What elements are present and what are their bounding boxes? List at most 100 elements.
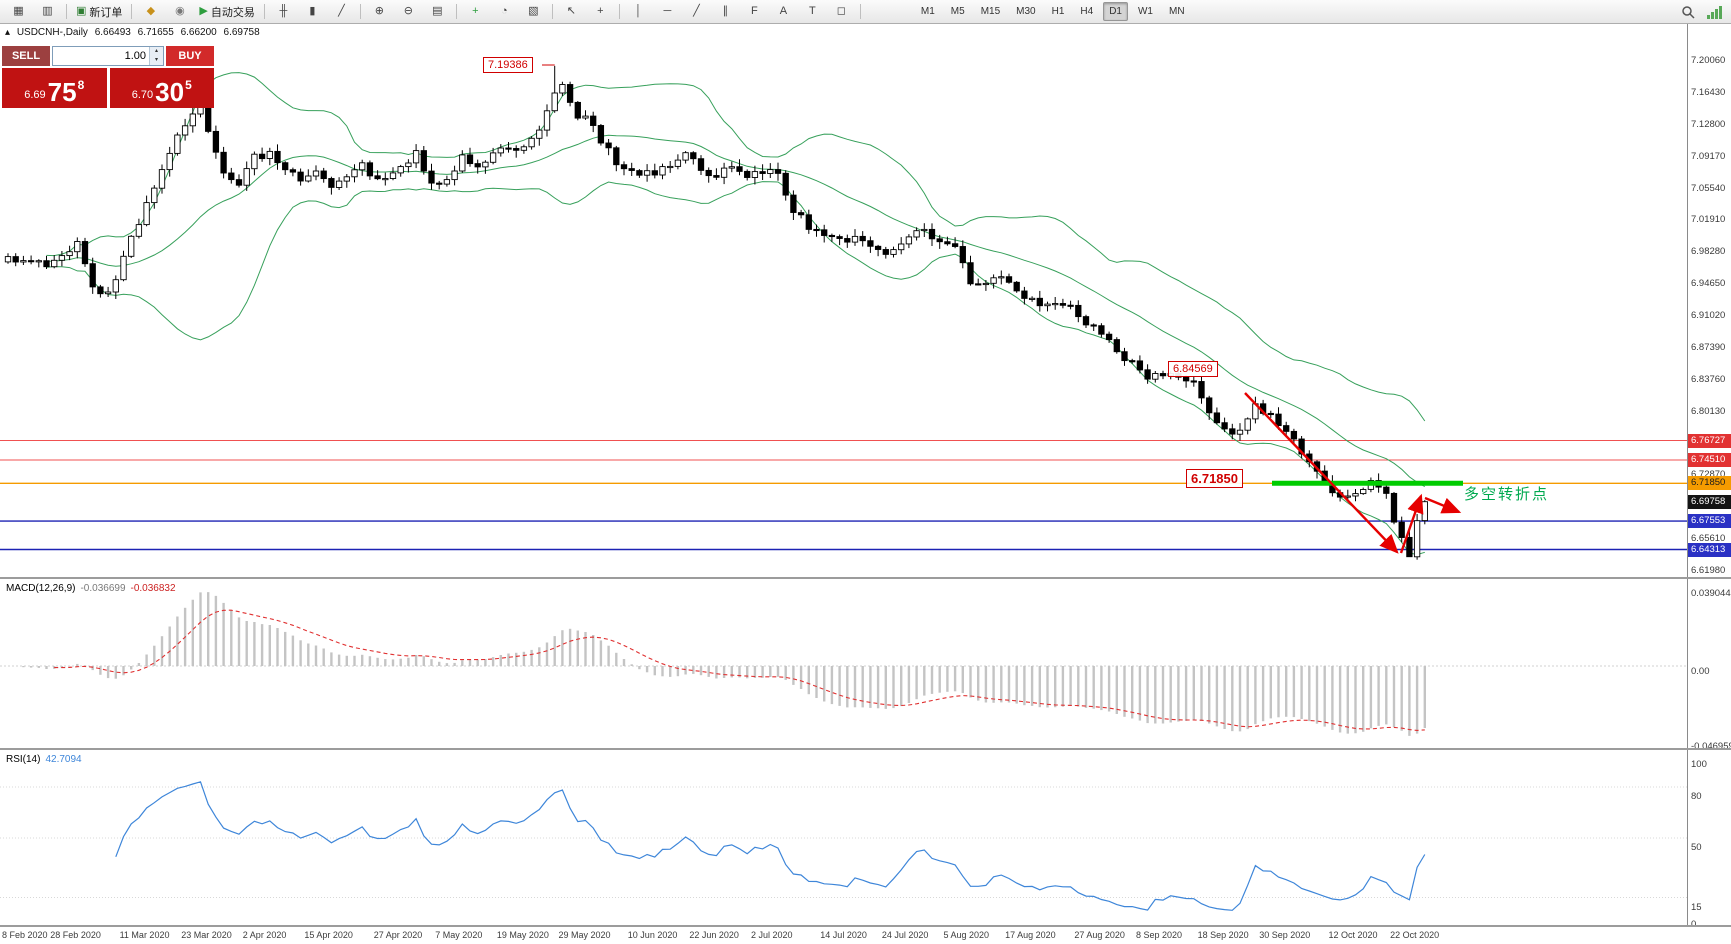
date-label: 7 May 2020 bbox=[435, 930, 483, 940]
panel-resize-separator[interactable] bbox=[0, 925, 1731, 927]
new-order-button[interactable]: ▣ 新订单 bbox=[72, 1, 126, 22]
timeframe-h1-button[interactable]: H1 bbox=[1051, 6, 1065, 17]
price-axis-label: 6.61980 bbox=[1691, 565, 1726, 576]
bar-chart-button[interactable]: ╫ bbox=[270, 1, 297, 22]
price-axis-label: 6.98280 bbox=[1691, 246, 1726, 258]
timeframe-d1-button[interactable]: D1 bbox=[1103, 2, 1128, 21]
trend-annotation-text[interactable]: 多空转折点 bbox=[1464, 486, 1550, 503]
volume-field[interactable]: 1.00 ▴ ▾ bbox=[52, 46, 164, 66]
shapes-button[interactable]: ◻ bbox=[828, 1, 855, 22]
new-chart-button-icon: ▦ bbox=[13, 5, 24, 17]
timeframe-m5-button[interactable]: M5 bbox=[950, 6, 965, 17]
macd-signal-value: -0.036832 bbox=[130, 583, 176, 594]
price-callout-label[interactable]: 7.19386 bbox=[483, 57, 533, 73]
date-label: 15 Apr 2020 bbox=[304, 930, 353, 940]
price-callout-label[interactable]: 6.84569 bbox=[1168, 361, 1218, 377]
macd-main-value: -0.036699 bbox=[80, 583, 126, 594]
macd-signal-line bbox=[54, 609, 1425, 731]
toolbar-separator bbox=[551, 4, 553, 19]
buy-button[interactable]: BUY bbox=[166, 46, 214, 66]
price-callout-label[interactable]: 6.71850 bbox=[1186, 469, 1243, 488]
vertical-line-button[interactable]: │ bbox=[625, 1, 652, 22]
cursor-button[interactable]: ↖ bbox=[558, 1, 585, 22]
timeframe-h4-button[interactable]: H4 bbox=[1080, 6, 1094, 17]
price-axis-label: 7.12800 bbox=[1691, 118, 1726, 130]
horizontal-line-button[interactable]: ─ bbox=[654, 1, 681, 22]
autotrading-button[interactable]: ▶ 自动交易 bbox=[195, 1, 258, 22]
price-axis-label: 6.72870 bbox=[1691, 469, 1726, 481]
templates-button[interactable]: ▧ bbox=[520, 1, 547, 22]
date-label: 12 Oct 2020 bbox=[1328, 930, 1378, 940]
buy-price-button[interactable]: 6.70 30 5 bbox=[109, 68, 214, 108]
price-axis[interactable]: 7.20060 7.16430 7.12800 7.09170 7.05540 7.019… bbox=[1687, 24, 1731, 944]
sell-button[interactable]: SELL bbox=[2, 46, 50, 66]
search-button[interactable] bbox=[1674, 1, 1701, 22]
zoom-in-button[interactable]: ⊕ bbox=[366, 1, 393, 22]
fibonacci-button-icon: F bbox=[751, 5, 758, 17]
fibonacci-button[interactable]: F bbox=[741, 1, 768, 22]
horizontal-line-button-icon: ─ bbox=[663, 5, 672, 17]
panel-resize-separator[interactable] bbox=[0, 577, 1731, 579]
trend-arrow[interactable] bbox=[1399, 493, 1424, 554]
price-badge: 6.76727 bbox=[1688, 433, 1731, 448]
volume-value[interactable]: 1.00 bbox=[124, 50, 146, 62]
indicators-button[interactable]: + bbox=[462, 1, 489, 22]
toolbar-separator bbox=[859, 4, 861, 19]
sell-price-button[interactable]: 6.69 75 8 bbox=[2, 68, 107, 108]
tile-windows-button[interactable]: ▤ bbox=[424, 1, 451, 22]
date-axis[interactable]: 8 Feb 2020 28 Feb 2020 11 Mar 2020 23 Mar 2… bbox=[0, 927, 1731, 944]
line-chart-button-icon: ╱ bbox=[338, 5, 345, 17]
rsi-value: 42.7094 bbox=[45, 754, 82, 765]
sell-price-figure: 6.69 bbox=[24, 89, 46, 101]
crosshair-button[interactable]: + bbox=[587, 1, 614, 22]
timeframe-m15-button[interactable]: M15 bbox=[980, 6, 1001, 17]
date-label: 30 Sep 2020 bbox=[1259, 930, 1311, 940]
label-button[interactable]: T bbox=[799, 1, 826, 22]
ohlc-low: 6.66200 bbox=[180, 27, 217, 38]
macd-panel-plot[interactable] bbox=[0, 592, 1687, 736]
rsi-panel-plot[interactable] bbox=[0, 781, 1687, 911]
trend-arrow[interactable] bbox=[1424, 496, 1462, 514]
new-chart-button[interactable]: ▦ bbox=[5, 1, 32, 22]
volume-decrease-button[interactable]: ▾ bbox=[150, 56, 163, 65]
candles-chart-button-icon: ▮ bbox=[309, 5, 316, 17]
panel-resize-separator[interactable] bbox=[0, 748, 1731, 750]
alerts-button[interactable]: ◉ bbox=[166, 1, 193, 22]
rsi-scale-label: 0 bbox=[1691, 919, 1696, 930]
date-label: 29 May 2020 bbox=[558, 930, 611, 940]
periods-button-icon: ◔ bbox=[501, 5, 508, 17]
connection-status-icon bbox=[1707, 5, 1722, 19]
main-chart-plot[interactable] bbox=[0, 64, 1687, 560]
buy-price-pip: 5 bbox=[185, 78, 192, 92]
timeframe-m1-button[interactable]: M1 bbox=[920, 6, 935, 17]
timeframe-mn-button[interactable]: MN bbox=[1168, 6, 1185, 17]
date-label: 10 Jun 2020 bbox=[627, 930, 678, 940]
rsi-label: RSI(14) 42.7094 bbox=[6, 754, 82, 765]
channel-button[interactable]: ∥ bbox=[712, 1, 739, 22]
candles-chart-button[interactable]: ▮ bbox=[299, 1, 326, 22]
timeframe-w1-button[interactable]: W1 bbox=[1137, 6, 1153, 17]
new-order-button-label: 新订单 bbox=[89, 6, 123, 19]
date-label: 5 Aug 2020 bbox=[943, 930, 990, 940]
zoom-in-button-icon: ⊕ bbox=[374, 5, 384, 17]
profiles-button[interactable]: ▥ bbox=[34, 1, 61, 22]
volume-increase-button[interactable]: ▴ bbox=[150, 47, 163, 56]
one-click-collapse-icon[interactable]: ▴ bbox=[5, 27, 11, 38]
autotrading-button-label: 自动交易 bbox=[210, 6, 255, 19]
periods-button[interactable]: ◔ bbox=[491, 1, 518, 22]
date-label: 27 Apr 2020 bbox=[373, 930, 423, 940]
timeframe-m30-button[interactable]: M30 bbox=[1016, 6, 1036, 17]
app-market-button[interactable]: ◆ bbox=[137, 1, 164, 22]
candlestick-series bbox=[4, 65, 1428, 560]
sell-price-main: 75 bbox=[47, 77, 77, 107]
zoom-out-button-icon: ⊖ bbox=[403, 5, 413, 17]
zoom-out-button[interactable]: ⊖ bbox=[395, 1, 422, 22]
rsi-scale-label: 80 bbox=[1691, 791, 1702, 802]
volume-spinner: ▴ ▾ bbox=[149, 47, 163, 65]
trendline-button[interactable]: ╱ bbox=[683, 1, 710, 22]
line-chart-button[interactable]: ╱ bbox=[328, 1, 355, 22]
text-button[interactable]: A bbox=[770, 1, 797, 22]
trend-arrow[interactable] bbox=[1244, 392, 1399, 554]
